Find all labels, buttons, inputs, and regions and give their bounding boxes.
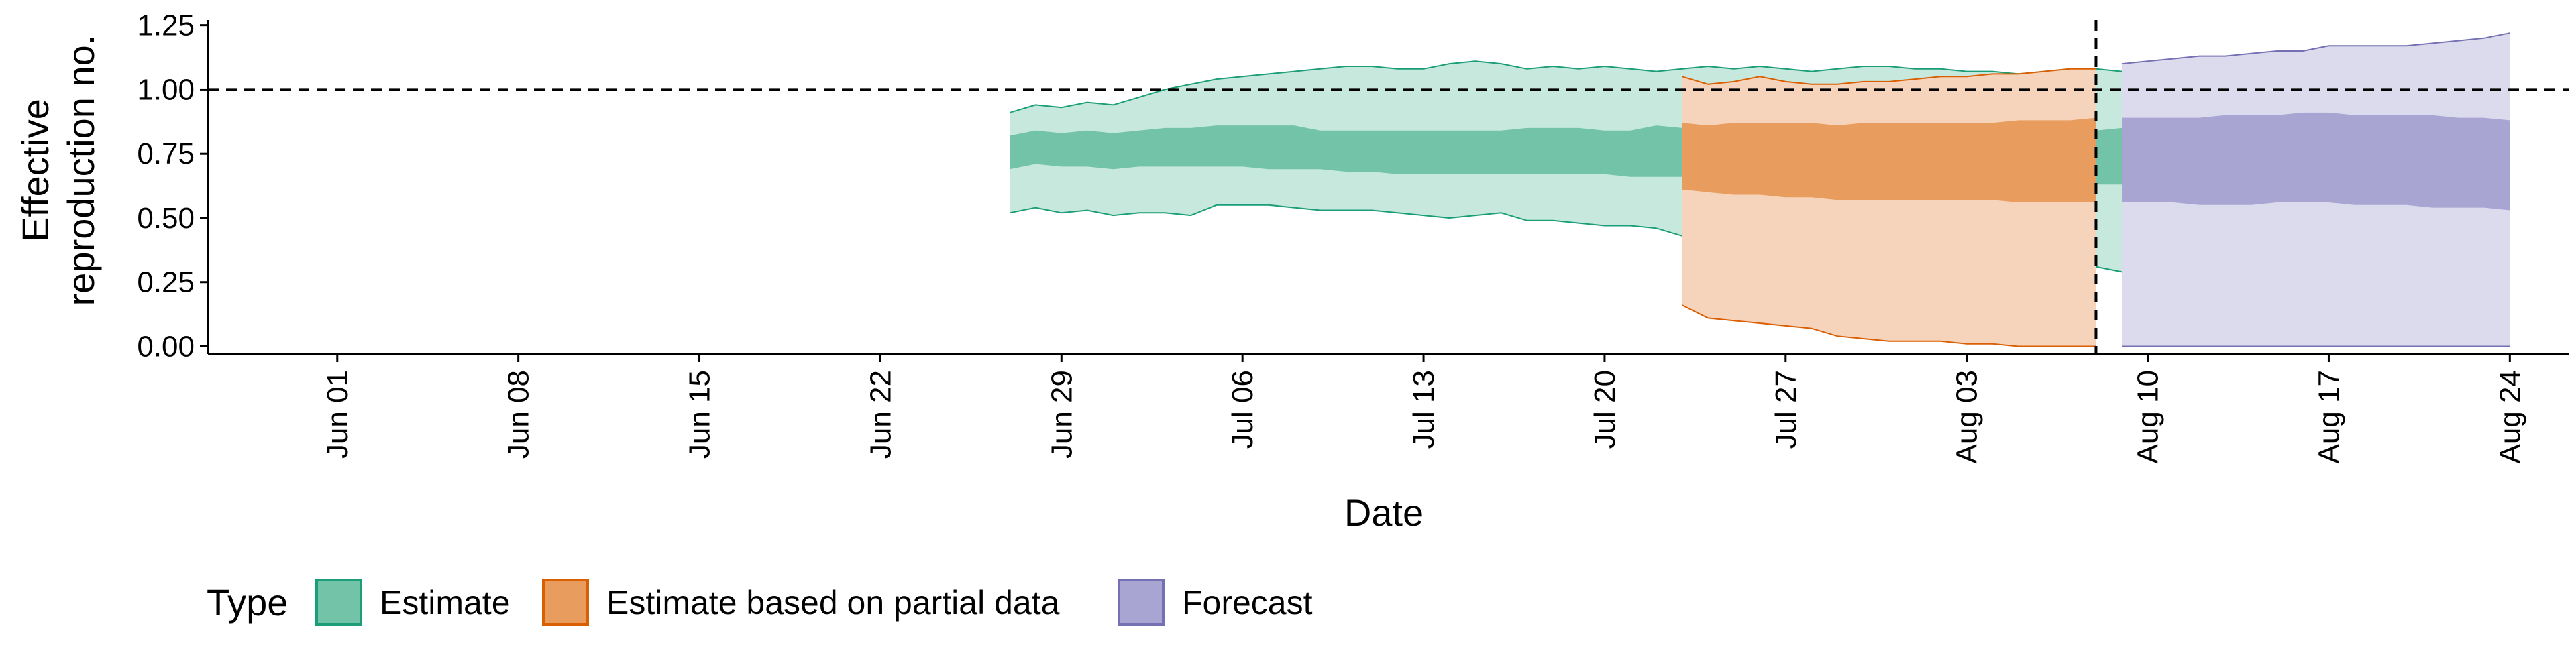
x-tick-label: Jun 29 (1045, 370, 1078, 459)
y-tick-label: 0.50 (137, 202, 195, 235)
y-axis-title-line2: reproduction no. (60, 35, 102, 306)
x-tick-label: Aug 03 (1951, 370, 1984, 463)
legend-swatch-2 (1118, 579, 1165, 626)
x-tick-label: Jun 15 (684, 370, 716, 459)
x-tick-label: Jul 06 (1226, 370, 1259, 449)
band-90-lower-edge-1 (1682, 304, 2096, 347)
reference-lines (208, 20, 2569, 354)
y-tick-label: 0.25 (137, 266, 195, 299)
series-forecast (2121, 32, 2510, 347)
legend-title: Type (207, 581, 288, 624)
series-estimate-based-on-partial-data (1682, 68, 2096, 347)
x-tick-label: Jun 01 (321, 370, 354, 459)
y-tick-label: 0.00 (137, 331, 195, 363)
x-tick-label: Jul 13 (1407, 370, 1440, 449)
x-tick-label: Jul 20 (1589, 370, 1621, 449)
band-90-1 (1682, 68, 2096, 347)
legend-label-2: Forecast (1182, 584, 1313, 622)
x-tick-label: Jun 08 (502, 370, 535, 459)
y-tick-label: 1.25 (137, 9, 195, 42)
x-tick-label: Jun 22 (864, 370, 897, 459)
x-axis-title: Date (1344, 491, 1424, 534)
series-layer (1009, 32, 2510, 347)
x-tick-label: Aug 17 (2312, 370, 2345, 463)
legend-label-0: Estimate (380, 584, 511, 622)
x-tick-label: Aug 24 (2493, 370, 2526, 463)
band-90-upper-edge-1 (1682, 68, 2096, 85)
x-tick-label: Jul 27 (1770, 370, 1803, 449)
y-axis-title-line1: Effective (14, 99, 56, 242)
axis-titles: Effective reproduction no. Date (14, 35, 1424, 534)
legend-label-1: Estimate based on partial data (606, 584, 1060, 622)
band-50-2 (2122, 112, 2510, 211)
band-50-1 (1682, 117, 2096, 202)
x-tick-label: Aug 10 (2132, 370, 2165, 463)
band-90-upper-edge-2 (2121, 32, 2510, 65)
y-tick-label: 0.75 (137, 137, 195, 170)
axes: 0.00 0.25 0.50 0.75 1.00 1.25 Jun 01 Jun 08 Jun … (137, 9, 2569, 463)
legend-swatch-0 (315, 579, 362, 626)
legend-swatch-1 (542, 579, 589, 626)
y-tick-label: 1.00 (137, 73, 195, 106)
legend: Type Estimate Estimate based on partial d… (207, 579, 1313, 626)
